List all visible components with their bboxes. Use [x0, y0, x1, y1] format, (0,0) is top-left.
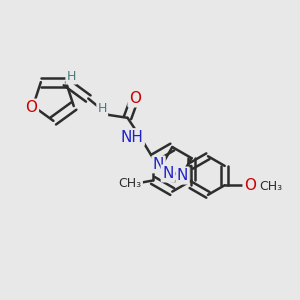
Text: NH: NH: [121, 130, 143, 145]
Text: N: N: [153, 157, 164, 172]
Text: H: H: [98, 102, 107, 116]
Text: H: H: [67, 70, 76, 83]
Text: N: N: [162, 166, 173, 181]
Text: CH₃: CH₃: [259, 180, 282, 193]
Text: CH₃: CH₃: [118, 177, 142, 190]
Text: O: O: [26, 100, 38, 115]
Text: O: O: [244, 178, 256, 193]
Text: N: N: [177, 168, 188, 183]
Text: O: O: [129, 91, 141, 106]
